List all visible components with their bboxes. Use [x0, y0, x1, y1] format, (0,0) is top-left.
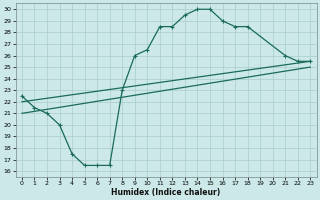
- X-axis label: Humidex (Indice chaleur): Humidex (Indice chaleur): [111, 188, 221, 197]
